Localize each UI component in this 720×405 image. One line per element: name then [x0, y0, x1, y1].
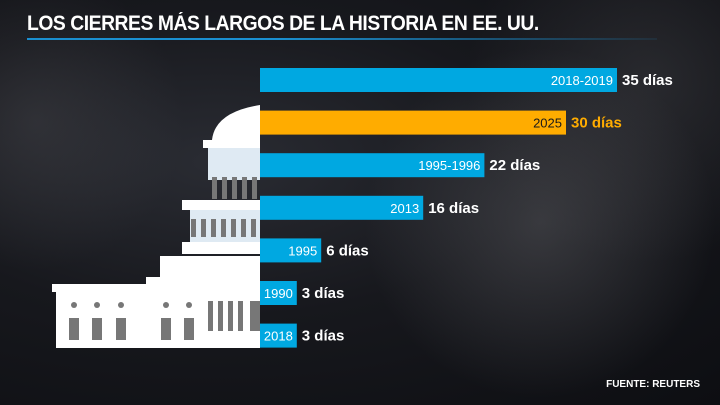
bar-1995 — [260, 238, 322, 263]
bar-category-label: 2018-2019 — [551, 73, 613, 88]
bar-category-label: 2013 — [390, 201, 419, 216]
bar-category-label: 1995 — [288, 243, 317, 258]
bar-2025 — [260, 110, 566, 135]
bar-value-label: 22 días — [489, 157, 540, 174]
chart-title: LOS CIERRES MÁS LARGOS DE LA HISTORIA EN… — [27, 12, 539, 35]
bar-2018 — [260, 323, 297, 348]
bar-2013 — [260, 195, 424, 220]
bar-category-label: 2025 — [533, 116, 562, 131]
bar-category-label: 1995-1996 — [418, 158, 480, 173]
bar-value-label: 3 días — [302, 328, 345, 345]
bar-value-label: 30 días — [571, 115, 622, 132]
bar-2018-2019 — [260, 68, 617, 92]
title-underline — [27, 38, 657, 40]
bar-1995-1996 — [260, 153, 485, 178]
bar-value-label: 16 días — [428, 200, 479, 217]
source-note: FUENTE: REUTERS — [606, 379, 700, 390]
bar-category-label: 2018 — [264, 329, 293, 344]
bar-1990 — [260, 281, 297, 305]
bar-value-label: 3 días — [302, 285, 345, 302]
bar-value-label: 6 días — [326, 242, 369, 259]
bar-category-label: 1990 — [264, 286, 293, 301]
bar-value-label: 35 días — [622, 72, 673, 89]
